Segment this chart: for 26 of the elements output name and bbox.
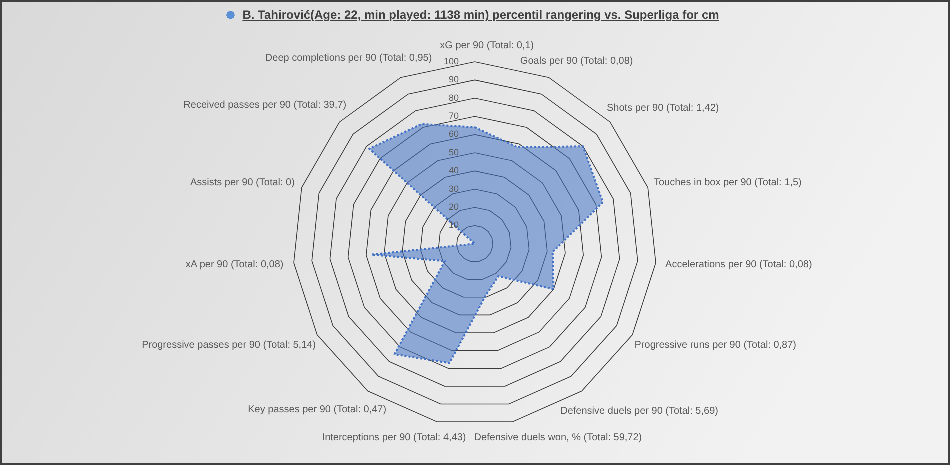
spoke-label: Progressive passes per 90 (Total: 5,14) <box>142 340 316 352</box>
y-tick-label: 90 <box>448 74 459 85</box>
y-tick-label: 10 <box>448 220 459 230</box>
spoke-label: Deep completions per 90 (Total: 0,95) <box>265 53 432 64</box>
spoke-label: Goals per 90 (Total: 0,08) <box>520 56 634 67</box>
y-tick-label: 30 <box>448 184 459 194</box>
chart-title: B. Tahirović(Age: 22, min played: 1138 min) percentil rangering vs. Superliga for cm <box>242 8 720 22</box>
spoke-label: Interceptions per 90 (Total: 4,43) <box>322 432 466 444</box>
y-tick-label: 80 <box>448 92 459 103</box>
spoke-label: Shots per 90 (Total: 1,42) <box>606 102 720 114</box>
spoke-label: xA per 90 (Total: 0,08) <box>186 259 284 270</box>
y-tick-label: 70 <box>448 110 459 121</box>
spoke-label: Defensive duels won, % (Total: 59,72) <box>474 432 642 444</box>
spoke-label: Touches in box per 90 (Total: 1,5) <box>654 177 802 188</box>
spoke-label: Accelerations per 90 (Total: 0,08) <box>666 259 812 270</box>
spoke-label: Progressive runs per 90 (Total: 0,87) <box>634 340 797 352</box>
y-tick-label: 50 <box>448 147 459 158</box>
y-tick-label: 20 <box>448 202 459 212</box>
spoke-label: xG per 90 (Total: 0,1) <box>440 40 534 52</box>
spoke-label: Key passes per 90 (Total: 0,47) <box>248 404 387 416</box>
spoke-label: Assists per 90 (Total: 0) <box>190 177 295 188</box>
y-tick-label: 100 <box>444 56 459 66</box>
spoke-label: Received passes per 90 (Total: 39,7) <box>184 100 347 112</box>
y-tick-label: 60 <box>448 129 459 140</box>
y-tick-label: 40 <box>448 166 459 176</box>
spoke-label: Defensive duels per 90 (Total: 5,69) <box>560 406 718 418</box>
